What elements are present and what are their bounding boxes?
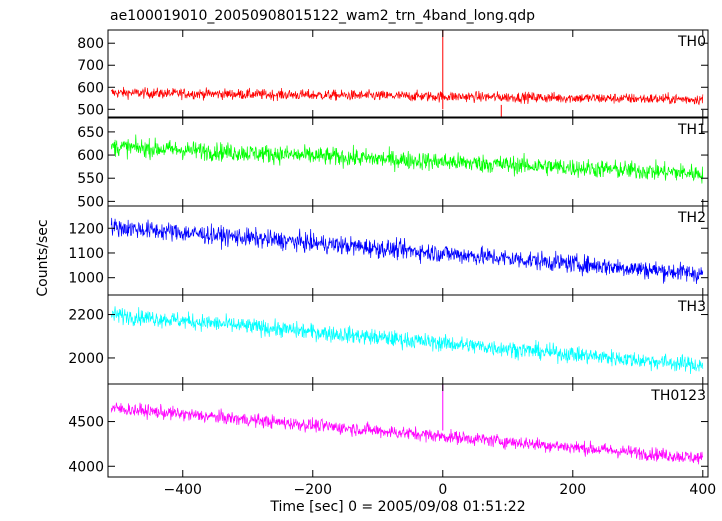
y-tick-label-th0: 800	[77, 36, 104, 52]
y-tick-label-th2: 1100	[68, 246, 104, 262]
panel-label-th0123: TH0123	[650, 388, 706, 404]
series-line-th0123	[110, 402, 704, 465]
panel-frame-th2	[107, 205, 709, 296]
x-tick-label: −200	[294, 482, 332, 498]
panel-th0: 500 600 700 800 TH0	[77, 29, 709, 118]
panel-frame-th0	[107, 29, 709, 118]
y-tick-label-th2: 1000	[68, 271, 104, 287]
y-tick-label-th0123: 4500	[68, 415, 104, 431]
y-tick-label-th1: 550	[77, 171, 104, 187]
y-tick-label-th0: 500	[77, 102, 104, 118]
y-tick-label-th1: 600	[77, 148, 104, 164]
panel-label-th0: TH0	[677, 34, 706, 50]
panel-th1: 500 550 600 650 TH1	[77, 117, 709, 210]
panel-label-th3: TH3	[677, 299, 706, 315]
panel-label-th2: TH2	[677, 210, 706, 226]
x-tick-label: 0	[438, 482, 447, 498]
y-axis-label: Counts/sec	[35, 219, 51, 296]
series-line-th3	[110, 306, 704, 375]
x-tick-label: 400	[689, 482, 716, 498]
y-tick-label-th0: 600	[77, 80, 104, 96]
panels-group: 500 600 700 800 TH0 500 550 600 650 TH1 1000 1100 12…	[68, 29, 716, 498]
y-tick-label-th0: 700	[77, 58, 104, 74]
x-tick-label: 200	[559, 482, 586, 498]
panel-frame-th0123	[107, 383, 709, 478]
y-tick-label-th0123: 4000	[68, 459, 104, 475]
series-line-th1	[110, 134, 704, 184]
panel-th2: 1000 1100 1200 TH2	[68, 205, 709, 296]
series-line-th2	[110, 217, 704, 284]
panel-th3: 2000 2200 TH3	[68, 294, 709, 385]
y-tick-label-th3: 2000	[68, 351, 104, 367]
x-tick-label: −400	[164, 482, 202, 498]
y-tick-label-th2: 1200	[68, 221, 104, 237]
panel-frame-th1	[107, 117, 709, 207]
panel-th0123: 4000 4500 TH0123	[68, 383, 709, 478]
y-tick-label-th3: 2200	[68, 308, 104, 324]
x-axis-label: Time [sec] 0 = 2005/09/08 01:51:22	[269, 499, 525, 515]
series-line-th0	[110, 86, 704, 106]
y-tick-label-th1: 650	[77, 125, 104, 141]
chart-title: ae100019010_20050908015122_wam2_trn_4ban…	[110, 8, 535, 24]
panel-label-th1: TH1	[677, 122, 706, 138]
y-tick-label-th1: 500	[77, 194, 104, 210]
